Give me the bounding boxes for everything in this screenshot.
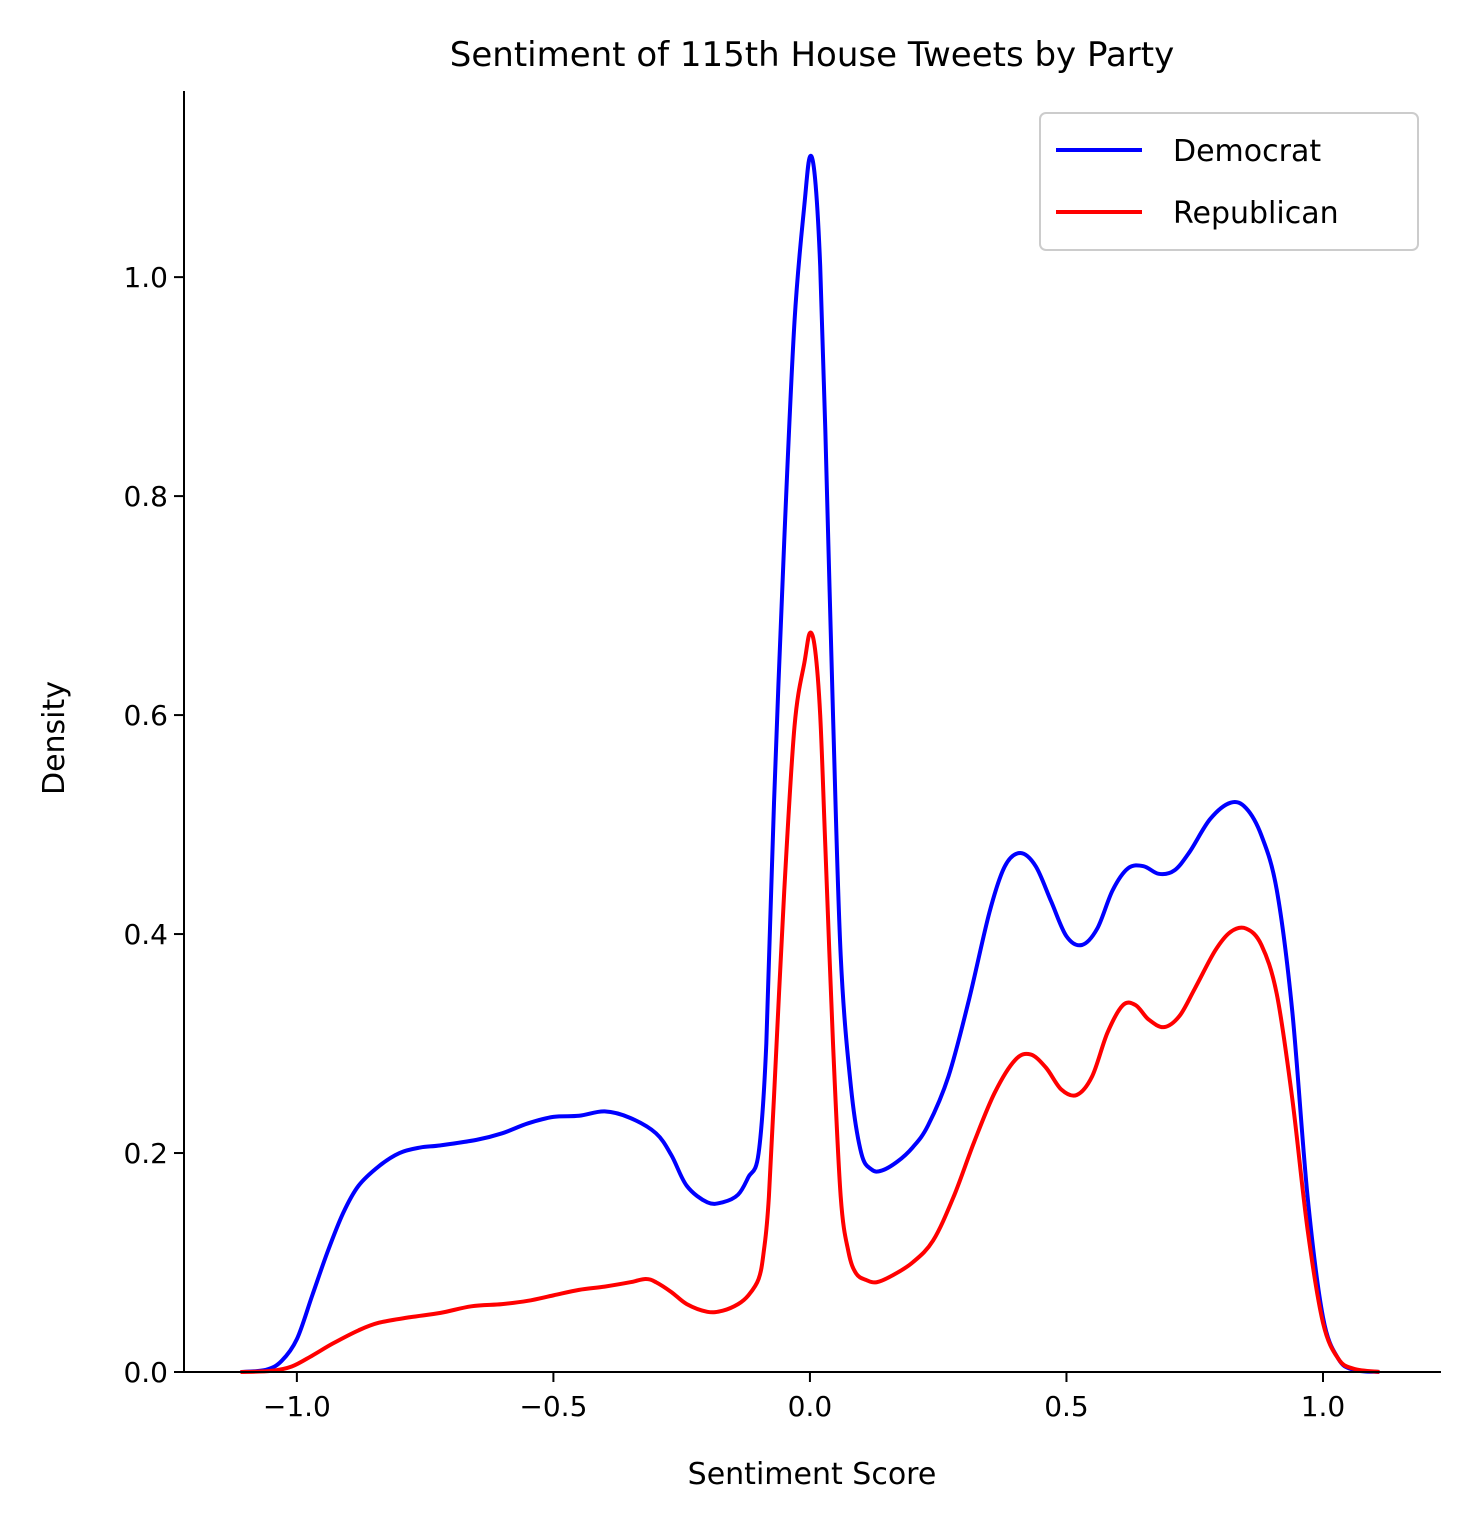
y-axis-label: Density xyxy=(37,681,72,795)
x-tick-label: −1.0 xyxy=(263,1390,331,1423)
plot-area: −1.0 −0.5 0.0 0.5 1.0 0.0 0.2 0.4 0.6 0.8 1.0 xyxy=(123,91,1441,1423)
x-tick-label: 0.5 xyxy=(1044,1390,1089,1423)
x-axis-label: Sentiment Score xyxy=(688,1457,937,1492)
y-ticks: 0.0 0.2 0.4 0.6 0.8 1.0 xyxy=(123,261,184,1389)
y-tick-label: 0.8 xyxy=(123,480,168,513)
x-ticks: −1.0 −0.5 0.0 0.5 1.0 xyxy=(263,1372,1345,1423)
y-tick-label: 0.6 xyxy=(123,699,168,732)
series-line-democrat xyxy=(240,153,1380,1374)
x-tick-label: 0.0 xyxy=(788,1390,833,1423)
series-line-republican xyxy=(240,630,1380,1374)
chart-title: Sentiment of 115th House Tweets by Party xyxy=(450,35,1174,75)
legend-box xyxy=(1039,112,1419,251)
x-tick-label: −0.5 xyxy=(519,1390,587,1423)
legend-label-democrat: Democrat xyxy=(1173,134,1321,169)
series-layer xyxy=(240,153,1380,1374)
legend: Democrat Republican xyxy=(1039,112,1419,251)
legend-label-republican: Republican xyxy=(1173,196,1339,231)
y-tick-label: 0.2 xyxy=(123,1137,168,1170)
y-tick-label: 0.0 xyxy=(123,1356,168,1389)
y-tick-label: 0.4 xyxy=(123,918,168,951)
y-tick-label: 1.0 xyxy=(123,261,168,294)
x-tick-label: 1.0 xyxy=(1301,1390,1346,1423)
